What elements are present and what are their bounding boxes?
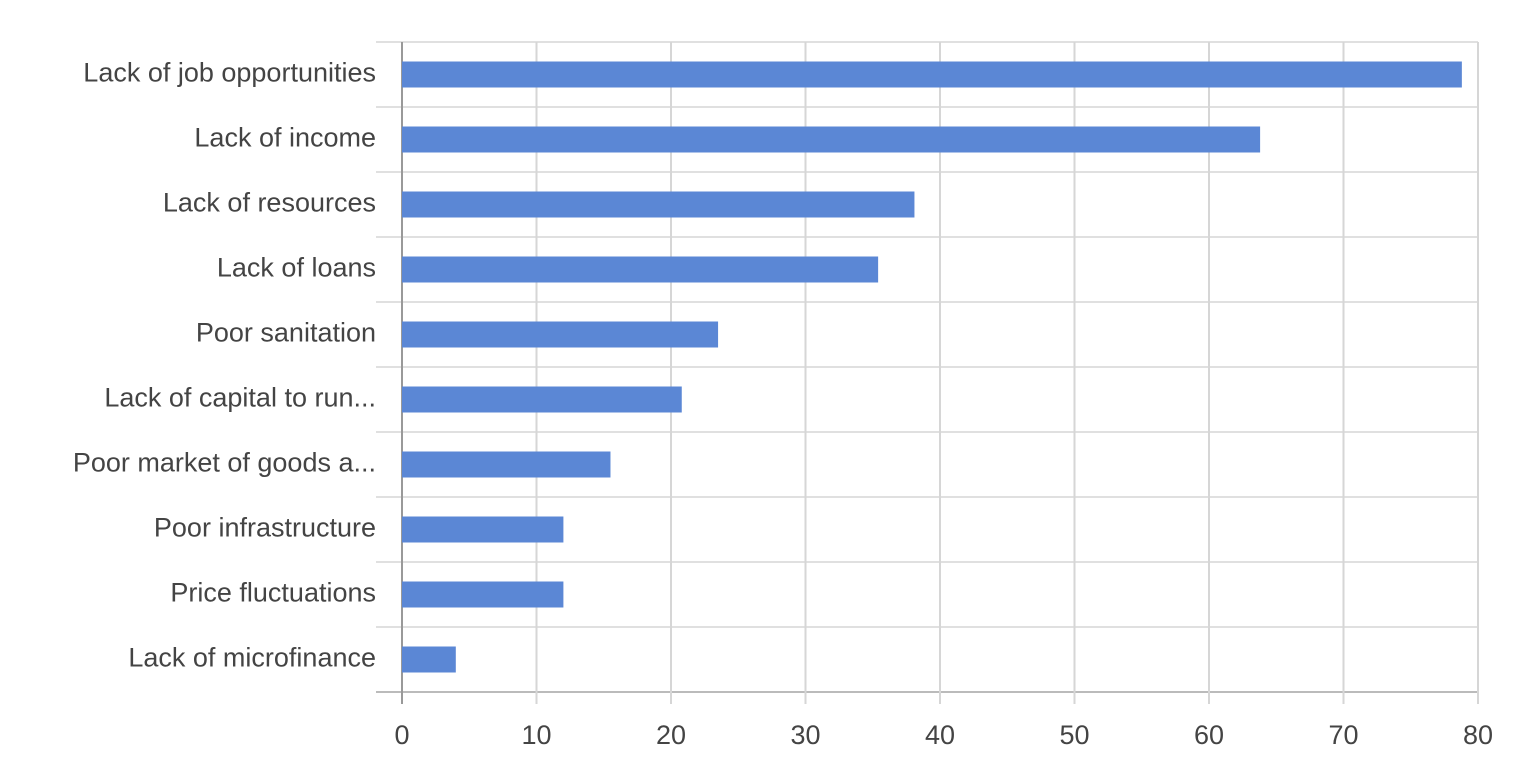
y-tick-label: Lack of resources xyxy=(163,188,376,218)
bar xyxy=(402,256,879,283)
y-tick-label: Lack of loans xyxy=(217,253,376,283)
y-tick-label: Poor sanitation xyxy=(196,318,376,348)
bar xyxy=(402,451,611,478)
x-tick-label: 30 xyxy=(790,720,820,750)
x-tick-label: 80 xyxy=(1463,720,1493,750)
y-tick-label: Lack of capital to run... xyxy=(104,383,376,413)
bar xyxy=(402,516,564,543)
bar xyxy=(402,646,456,673)
x-tick-label: 10 xyxy=(521,720,551,750)
y-tick-label: Poor infrastructure xyxy=(154,513,376,543)
x-tick-label: 40 xyxy=(925,720,955,750)
bar xyxy=(402,386,682,413)
bar xyxy=(402,321,719,348)
y-tick-label: Lack of job opportunities xyxy=(83,58,376,88)
x-tick-label: 70 xyxy=(1328,720,1358,750)
bar xyxy=(402,191,915,218)
y-tick-label: Lack of income xyxy=(194,123,376,153)
x-tick-label: 50 xyxy=(1059,720,1089,750)
x-tick-label: 0 xyxy=(394,720,409,750)
bar xyxy=(402,61,1462,88)
y-tick-label: Lack of microfinance xyxy=(128,643,376,673)
y-tick-label: Price fluctuations xyxy=(170,578,376,608)
y-tick-label: Poor market of goods a... xyxy=(73,448,376,478)
x-tick-label: 60 xyxy=(1194,720,1224,750)
bar xyxy=(402,581,564,608)
bar xyxy=(402,126,1261,153)
x-tick-label: 20 xyxy=(656,720,686,750)
